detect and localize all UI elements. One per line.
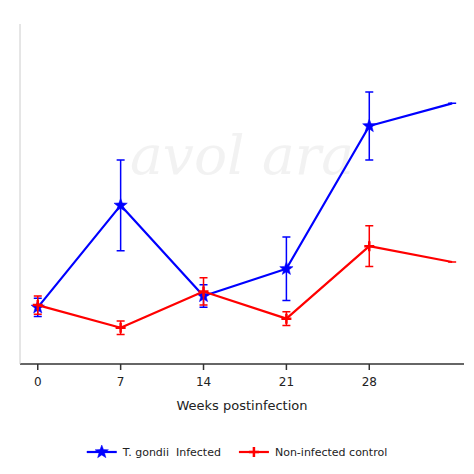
x-tick [286, 364, 288, 370]
legend: T. gondii Infected Non-infected control [87, 445, 387, 459]
x-tick [120, 364, 122, 370]
error-bar [34, 296, 42, 314]
legend-item: T. gondii Infected [87, 445, 221, 459]
x-tick-label: 0 [34, 375, 42, 389]
error-bar [117, 321, 125, 335]
marker [363, 119, 376, 132]
marker [281, 314, 291, 324]
marker [199, 286, 209, 296]
error-bar [448, 103, 456, 105]
x-tick [37, 364, 39, 370]
series [33, 226, 456, 335]
x-tick-label: 7 [117, 375, 125, 389]
x-tick-label: 14 [196, 375, 211, 389]
legend-label: T. gondii Infected [122, 446, 221, 459]
series [31, 92, 456, 316]
error-bar [448, 261, 456, 263]
watermark: avol ara [130, 123, 354, 187]
legend-label: Non-infected control [275, 446, 387, 459]
marker [280, 262, 293, 275]
x-axis [20, 363, 464, 365]
plot-area [31, 92, 456, 335]
marker [364, 241, 374, 251]
legend-marker [249, 447, 259, 457]
chart: avol ara 0 7 14 21 28 Weeks postinfection T. go… [0, 0, 474, 474]
error-bar [200, 278, 208, 305]
series-line [38, 246, 452, 328]
x-tick [369, 364, 371, 370]
x-tick [203, 364, 205, 370]
y-axis [20, 24, 21, 364]
error-bar [365, 226, 373, 267]
marker [33, 300, 43, 310]
x-axis-label: Weeks postinfection [176, 398, 307, 413]
marker [116, 323, 126, 333]
legend-item: Non-infected control [239, 446, 387, 459]
legend-marker [95, 445, 108, 458]
series-line [38, 103, 452, 307]
marker [114, 198, 127, 211]
x-tick-label: 28 [362, 375, 377, 389]
error-bar [282, 312, 290, 326]
x-tick-label: 21 [279, 375, 294, 389]
